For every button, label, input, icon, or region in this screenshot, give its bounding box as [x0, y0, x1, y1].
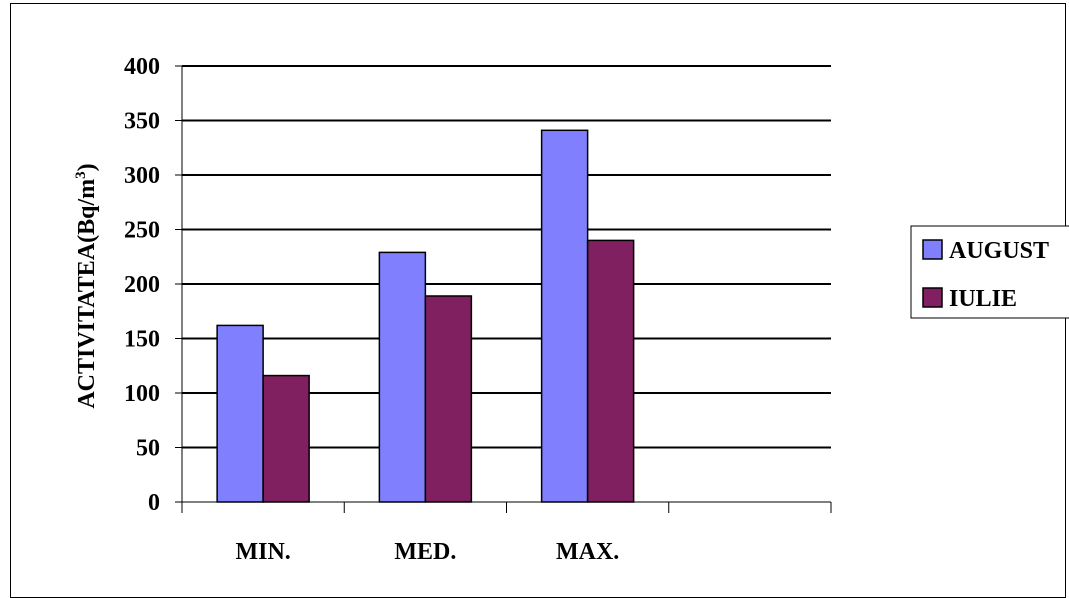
y-tick-label: 100 — [124, 381, 160, 407]
bars — [216, 129, 635, 503]
bar-august-med — [378, 251, 427, 503]
axes — [181, 66, 832, 513]
legend: AUGUST IULIE — [910, 225, 1069, 319]
y-tick-label: 300 — [124, 163, 160, 189]
legend-label-august: AUGUST — [949, 238, 1049, 264]
bar-iulie-max — [586, 239, 635, 503]
y-axis-label: ACTIVITATEA(Bq/m3) — [73, 163, 100, 408]
x-tick-label: MIN. — [235, 539, 290, 565]
y-tick-label: 150 — [124, 327, 160, 353]
legend-label-iulie: IULIE — [949, 286, 1017, 312]
bar-august-min — [216, 324, 264, 503]
legend-swatch-august — [922, 239, 943, 260]
bar-august-max — [540, 129, 589, 503]
bar-iulie-min — [262, 374, 310, 503]
x-tick-label: MAX. — [556, 539, 619, 565]
y-tick-label: 350 — [124, 109, 160, 135]
bar-iulie-med — [424, 295, 473, 503]
legend-swatch-iulie — [922, 287, 943, 308]
x-tick-labels: MIN. MED. MAX. — [235, 539, 619, 565]
y-tick-label: 0 — [148, 490, 160, 516]
y-tick-label: 400 — [124, 54, 160, 80]
x-tick-label: MED. — [394, 539, 456, 565]
y-tick-label: 250 — [124, 218, 160, 244]
y-tick-labels: 0 50 100 150 200 250 300 350 400 — [124, 54, 160, 516]
bar-chart: 0 50 100 150 200 250 300 350 400 MIN. MED. MAX. AC… — [73, 54, 1069, 565]
y-tick-label: 50 — [136, 436, 160, 462]
y-tick-label: 200 — [124, 272, 160, 298]
chart-frame: 0 50 100 150 200 250 300 350 400 MIN. MED. MAX. AC… — [10, 3, 1069, 598]
